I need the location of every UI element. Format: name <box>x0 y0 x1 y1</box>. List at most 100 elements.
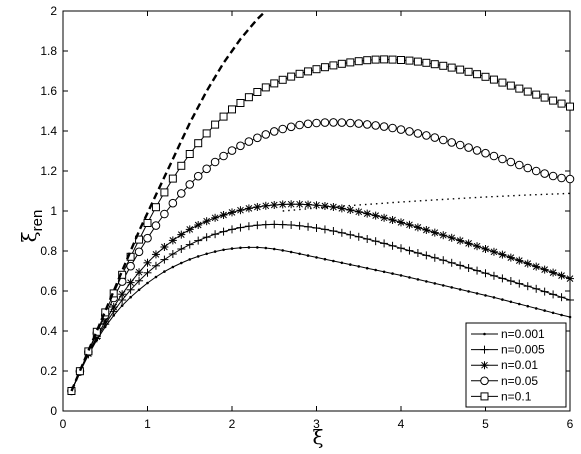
y-axis-label-subscript: ren <box>29 210 46 232</box>
data-point <box>202 233 211 242</box>
data-point <box>228 105 236 114</box>
data-point <box>185 240 194 249</box>
data-point <box>194 139 203 148</box>
x-tick-label: 0 <box>60 417 67 431</box>
data-point <box>413 223 422 232</box>
data-point <box>557 173 566 183</box>
data-point <box>371 237 380 246</box>
data-point <box>67 387 76 395</box>
data-point <box>160 209 169 219</box>
data-point <box>194 221 203 229</box>
data-point <box>177 245 186 253</box>
data-point <box>329 118 338 127</box>
legend-item: n=0.005 <box>471 343 545 357</box>
data-point <box>532 262 541 271</box>
data-point <box>489 75 498 84</box>
data-point <box>168 198 178 208</box>
data-point <box>532 90 541 99</box>
data-point <box>143 268 152 277</box>
data-point <box>134 247 144 257</box>
data-point <box>518 302 521 306</box>
data-point <box>154 275 158 279</box>
data-point <box>295 221 304 230</box>
data-point <box>143 219 152 227</box>
data-point <box>202 217 211 226</box>
data-point <box>526 304 530 308</box>
data-point <box>388 241 397 250</box>
data-point <box>388 216 397 224</box>
data-point <box>354 207 363 216</box>
data-point <box>256 246 259 249</box>
data-point <box>303 119 313 129</box>
data-point <box>247 246 251 249</box>
data-point <box>270 79 279 88</box>
series-n-0-01 <box>67 200 574 395</box>
data-point <box>202 164 211 174</box>
data-point <box>549 290 558 299</box>
data-point <box>236 206 245 215</box>
data-point <box>185 180 195 189</box>
data-point <box>506 277 515 285</box>
data-point <box>295 120 304 130</box>
data-point <box>304 200 313 209</box>
data-point <box>329 61 338 70</box>
data-point <box>382 270 386 274</box>
data-point <box>188 258 192 261</box>
data-point <box>180 261 183 265</box>
data-point <box>270 201 279 209</box>
series-curve-dotted <box>282 192 571 212</box>
data-point <box>227 146 237 155</box>
data-point <box>270 220 279 229</box>
data-point <box>354 57 363 66</box>
data-point <box>236 223 245 232</box>
series-n-0-005 <box>67 220 574 395</box>
data-point <box>560 313 563 317</box>
series-n-0-001 <box>70 246 572 393</box>
data-point <box>320 202 329 210</box>
data-point <box>413 129 423 138</box>
data-point <box>464 67 473 76</box>
legend-marker <box>480 345 489 354</box>
data-point <box>481 148 490 158</box>
data-point <box>430 253 439 262</box>
data-point <box>230 247 234 250</box>
data-point <box>430 133 440 142</box>
data-point <box>416 278 420 281</box>
data-point <box>193 171 203 181</box>
data-point <box>253 203 262 211</box>
data-point <box>489 247 498 256</box>
data-point <box>287 200 296 209</box>
data-point <box>464 264 473 272</box>
data-point <box>397 56 405 64</box>
data-point <box>458 288 462 291</box>
series-line-n-0-001 <box>71 246 571 392</box>
data-point <box>219 211 228 219</box>
data-point <box>332 259 335 263</box>
data-point <box>295 200 304 209</box>
data-point <box>253 88 262 96</box>
data-point <box>413 249 422 257</box>
data-point <box>219 151 228 161</box>
x-axis-label: ξ <box>312 425 323 449</box>
data-point <box>253 133 262 143</box>
data-point <box>380 239 389 248</box>
data-point <box>228 208 236 217</box>
data-point <box>168 250 177 258</box>
data-point <box>557 99 566 108</box>
svg-text:ξren: ξren <box>17 210 46 243</box>
data-point <box>287 221 296 229</box>
data-point <box>269 127 279 136</box>
data-point <box>489 151 499 161</box>
data-point <box>568 315 572 319</box>
data-point <box>540 169 549 178</box>
data-point <box>534 307 538 310</box>
data-point <box>371 55 380 64</box>
data-point <box>295 69 304 78</box>
data-point <box>109 289 118 298</box>
x-tick-label: 4 <box>398 417 405 431</box>
data-point <box>219 112 228 121</box>
data-point <box>489 271 498 280</box>
data-point <box>135 268 144 277</box>
